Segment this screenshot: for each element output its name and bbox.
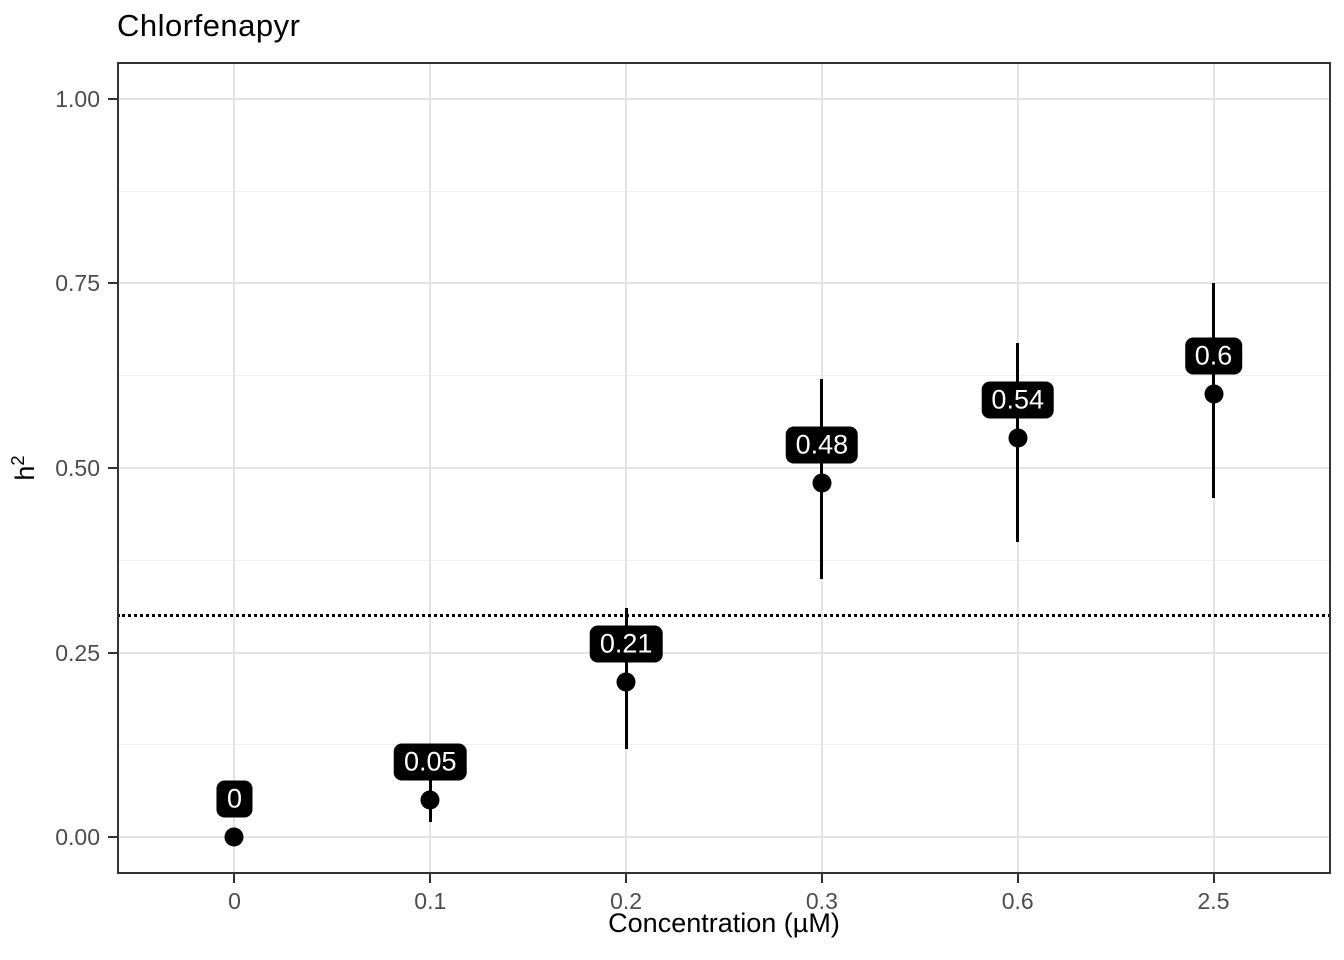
- x-axis-tick-label: 0: [228, 888, 241, 914]
- data-point: [224, 827, 244, 847]
- major-gridline-horizontal: [117, 651, 1331, 654]
- data-point: [1008, 428, 1028, 448]
- x-axis-tick: [429, 874, 432, 883]
- x-axis-tick: [1016, 874, 1019, 883]
- minor-gridline-horizontal: [117, 190, 1331, 192]
- x-axis-tick-label: 0.6: [1001, 888, 1034, 914]
- x-axis-title: Concentration (µM): [608, 908, 840, 938]
- y-axis-tick: [108, 836, 117, 839]
- y-axis-tick-label: 0.75: [55, 270, 100, 297]
- y-axis-tick-label: 1.00: [55, 85, 100, 112]
- y-axis-tick: [108, 467, 117, 469]
- point-value-label: 0.48: [785, 426, 859, 464]
- y-axis-tick: [108, 97, 117, 100]
- x-axis-tick-label: 0.3: [805, 888, 838, 914]
- x-axis-tick-label: 0.2: [610, 888, 643, 914]
- major-gridline-vertical: [625, 62, 628, 874]
- point-value-label: 0.54: [981, 381, 1054, 419]
- y-axis-tick: [108, 282, 117, 285]
- major-gridline-horizontal: [117, 282, 1331, 285]
- y-axis-tick-label: 0.00: [55, 824, 100, 851]
- point-value-label: 0.21: [589, 625, 663, 663]
- y-axis-tick-label: 0.50: [55, 455, 100, 481]
- major-gridline-horizontal: [117, 836, 1331, 839]
- x-axis-tick: [625, 874, 628, 883]
- y-axis-tick: [108, 651, 117, 654]
- point-value-label: 0: [216, 780, 252, 818]
- data-point: [616, 672, 636, 692]
- data-point: [420, 790, 440, 810]
- minor-gridline-horizontal: [117, 744, 1331, 746]
- major-gridline-horizontal: [117, 467, 1331, 469]
- data-point: [1204, 384, 1224, 404]
- reference-line: [117, 614, 1331, 618]
- plot-panel: 0 0.05 0.21 0.48 0.54 0.6: [117, 62, 1331, 874]
- x-axis-tick: [233, 874, 236, 883]
- minor-gridline-horizontal: [117, 375, 1331, 377]
- chart-title: Chlorfenapyr: [117, 8, 301, 43]
- major-gridline-vertical: [429, 62, 432, 874]
- data-point: [812, 473, 832, 493]
- y-axis-tick-label: 0.25: [55, 639, 100, 666]
- major-gridline-vertical: [233, 62, 236, 874]
- x-axis-tick-label: 0.1: [414, 888, 447, 914]
- x-axis-tick-label: 2.5: [1197, 888, 1230, 914]
- point-value-label: 0.6: [1184, 337, 1243, 375]
- x-axis-tick: [1212, 874, 1215, 883]
- x-axis-tick: [820, 874, 823, 883]
- major-gridline-horizontal: [117, 97, 1331, 100]
- point-value-label: 0.05: [394, 743, 467, 781]
- minor-gridline-horizontal: [117, 559, 1331, 561]
